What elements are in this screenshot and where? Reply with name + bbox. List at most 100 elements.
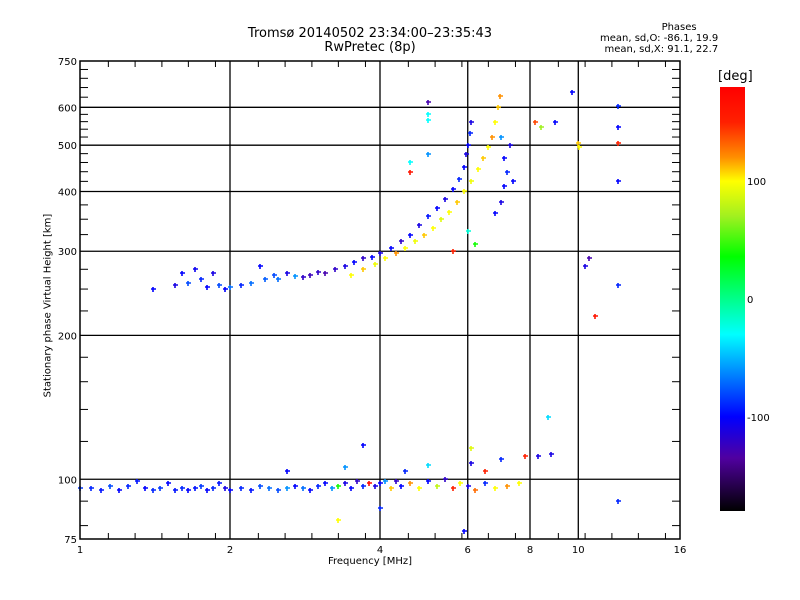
data-point (576, 141, 581, 146)
x-tick-label: 10 (572, 545, 585, 556)
data-point (583, 264, 588, 269)
data-point (180, 486, 185, 491)
data-point (394, 251, 399, 256)
data-point (403, 469, 408, 474)
data-point (435, 206, 440, 211)
data-point (336, 484, 341, 489)
y-tick-label: 750 (58, 57, 77, 68)
phase-stats: Phases mean, sd,O: -86.1, 19.9 mean, sd,… (600, 22, 718, 55)
data-point (323, 481, 328, 486)
data-point (285, 486, 290, 491)
data-point (476, 167, 481, 172)
y-tick-label: 400 (58, 187, 77, 198)
data-point (399, 484, 404, 489)
data-point (587, 256, 592, 261)
data-point (228, 285, 233, 290)
data-point (616, 141, 621, 146)
y-tick-label: 75 (64, 535, 77, 546)
data-point (293, 484, 298, 489)
y-tick-label: 200 (58, 331, 77, 342)
data-point (553, 120, 558, 125)
data-point (276, 277, 281, 282)
data-point (486, 145, 491, 150)
chart-title: Tromsø 20140502 23:34:00–23:35:43 (247, 26, 493, 41)
axis-ticks (80, 61, 680, 539)
data-point (408, 233, 413, 238)
data-point (493, 120, 498, 125)
data-point (533, 120, 538, 125)
data-point (451, 187, 456, 192)
x-tick-label: 1 (77, 545, 83, 556)
data-point (285, 469, 290, 474)
data-point (447, 210, 452, 215)
data-points (78, 90, 621, 534)
data-point (426, 214, 431, 219)
data-point (330, 486, 335, 491)
data-point (511, 179, 516, 184)
data-point (89, 486, 94, 491)
data-point (267, 486, 272, 491)
data-point (173, 488, 178, 493)
data-point (496, 105, 501, 110)
data-point (464, 152, 469, 157)
data-point (570, 90, 575, 95)
data-point (211, 486, 216, 491)
data-point (408, 170, 413, 175)
data-point (443, 197, 448, 202)
data-point (258, 264, 263, 269)
data-point (394, 479, 399, 484)
data-point (466, 143, 471, 148)
data-point (217, 481, 222, 486)
data-point (616, 283, 621, 288)
data-point (426, 112, 431, 117)
data-point (108, 484, 113, 489)
data-point (483, 469, 488, 474)
data-point (378, 481, 383, 486)
data-point (117, 488, 122, 493)
data-point (549, 452, 554, 457)
data-point (389, 486, 394, 491)
data-point (228, 488, 233, 493)
data-point (383, 256, 388, 261)
data-point (413, 239, 418, 244)
x-tick-label: 6 (465, 545, 471, 556)
data-point (422, 233, 427, 238)
data-point (258, 484, 263, 489)
data-point (323, 271, 328, 276)
data-point (336, 518, 341, 523)
data-point (505, 484, 510, 489)
data-point (458, 481, 463, 486)
x-axis-label: Frequency [MHz] (327, 556, 413, 567)
data-point (508, 143, 513, 148)
data-point (469, 120, 474, 125)
phase-stats-header: Phases (661, 22, 697, 33)
data-point (239, 486, 244, 491)
data-point (616, 125, 621, 130)
data-point (383, 479, 388, 484)
data-point (536, 454, 541, 459)
chart-subtitle: RwPretec (8p) (324, 40, 416, 55)
data-point (293, 274, 298, 279)
data-point (373, 484, 378, 489)
data-point (466, 229, 471, 234)
data-point (502, 184, 507, 189)
x-tick-label: 2 (227, 545, 233, 556)
data-point (333, 267, 338, 272)
data-point (367, 481, 372, 486)
data-point (378, 506, 383, 511)
data-point (451, 249, 456, 254)
data-point (426, 100, 431, 105)
data-point (462, 165, 467, 170)
data-point (473, 242, 478, 247)
data-point (493, 211, 498, 216)
data-point (217, 283, 222, 288)
data-point (343, 481, 348, 486)
chart-title-block: Tromsø 20140502 23:34:00–23:35:43 RwPret… (0, 27, 770, 55)
data-point (373, 262, 378, 267)
data-point (426, 118, 431, 123)
data-point (180, 271, 185, 276)
data-point (343, 465, 348, 470)
data-point (517, 481, 522, 486)
data-point (399, 239, 404, 244)
data-point (249, 488, 254, 493)
